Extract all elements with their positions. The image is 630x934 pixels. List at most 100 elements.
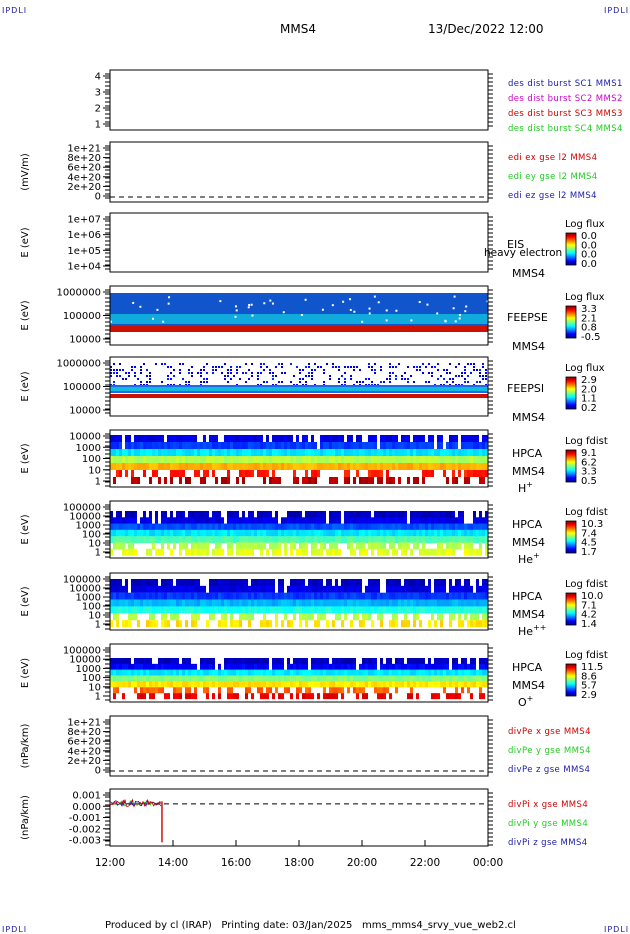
heatmap-cell [485,620,488,628]
heatmap-cell [215,599,218,607]
heatmap-cell [179,687,182,694]
heatmap-speck [404,378,406,380]
heatmap-cell [356,585,359,593]
heatmap-cell [317,681,320,688]
colorbar-tick: 0.2 [581,403,597,414]
heatmap-cell [206,517,209,525]
heatmap-cell [311,599,314,607]
y-tick-label: 1e+07 [67,215,101,226]
heatmap-cell [272,681,275,688]
heatmap-cell [128,658,131,664]
heatmap-cell [272,477,275,484]
heatmap-cell [401,517,404,525]
heatmap-cell [188,687,191,694]
heatmap-cell [458,529,461,537]
heatmap-cell [404,449,407,456]
heatmap-cell [338,511,341,518]
heatmap-cell [113,442,116,449]
heatmap-cell [233,463,236,470]
heatmap-cell [179,477,182,484]
heatmap-speck [296,366,298,368]
heatmap-cell [119,456,122,463]
heatmap-cell [212,536,215,544]
heatmap-cell [140,523,143,531]
heatmap-cell [317,548,320,556]
heatmap-cell [122,658,125,664]
heatmap-cell [254,529,257,537]
heatmap-speck [224,375,226,377]
heatmap-cell [197,579,200,586]
heatmap-cell [263,536,266,544]
heatmap-cell [476,548,479,556]
heatmap-cell [176,693,179,700]
heatmap-cell [200,456,203,463]
heatmap-speck [371,369,373,371]
heatmap-cell [185,669,188,676]
heatmap-cell [146,435,149,442]
heatmap-cell [479,669,482,676]
heatmap-cell [206,669,209,676]
heatmap-speck [452,307,455,310]
heatmap-speck [167,302,170,305]
heatmap-speck [164,363,166,365]
heatmap-cell [248,449,251,456]
heatmap-speck [230,378,232,380]
heatmap-cell [422,681,425,688]
heatmap-cell [155,669,158,676]
heatmap-speck [326,363,328,365]
heatmap-cell [419,669,422,676]
heatmap-cell [383,592,386,600]
heatmap-cell [431,681,434,688]
heatmap-cell [371,599,374,607]
y-axis-label: (mV/m) [20,153,31,191]
heatmap-cell [161,599,164,607]
heatmap-cell [299,548,302,556]
heatmap-cell [410,442,413,449]
heatmap-cell [359,606,362,614]
heatmap-cell [437,669,440,676]
heatmap-cell [395,463,398,470]
heatmap-cell [302,517,305,525]
heatmap-cell [305,511,308,518]
heatmap-speck [113,369,115,371]
heatmap-cell [302,669,305,676]
heatmap-cell [239,592,242,600]
heatmap-cell [191,585,194,593]
heatmap-cell [404,542,407,550]
heatmap-cell [161,456,164,463]
heatmap-cell [329,529,332,537]
instrument-label: EIS [507,238,524,251]
heatmap-speck [485,372,487,374]
heatmap-cell [449,693,452,700]
heatmap-cell [410,663,413,670]
heatmap-cell [362,536,365,544]
heatmap-cell [446,456,449,463]
heatmap-cell [410,585,413,593]
heatmap-cell [350,517,353,525]
heatmap-cell [449,585,452,593]
heatmap-cell [464,599,467,607]
heatmap-cell [167,442,170,449]
heatmap-cell [350,442,353,449]
heatmap-cell [113,529,116,537]
heatmap-cell [398,523,401,531]
heatmap-cell [449,456,452,463]
heatmap-speck [485,378,487,380]
header-datetime: 13/Dec/2022 12:00 [428,22,544,36]
spacecraft-label: MMS4 [512,536,545,549]
heatmap-cell [407,681,410,688]
corner-label-bottom-left: IPDLI [2,925,28,934]
heatmap-cell [242,585,245,593]
heatmap-cell [113,536,116,544]
heatmap-cell [428,675,431,682]
heatmap-cell [461,606,464,614]
heatmap-cell [335,542,338,550]
colorbar-tick: 9.1 [581,448,597,459]
heatmap-speck [344,372,346,374]
heatmap-cell [389,529,392,537]
colorbar-tick: 7.1 [581,600,597,611]
heatmap-cell [182,585,185,593]
heatmap-speck [116,372,118,374]
heatmap-cell [110,511,113,518]
heatmap-cell [206,663,209,670]
